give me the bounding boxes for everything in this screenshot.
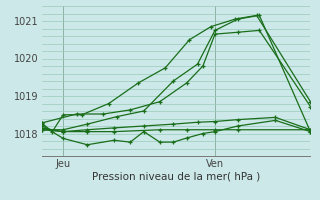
X-axis label: Pression niveau de la mer( hPa ): Pression niveau de la mer( hPa ): [92, 172, 260, 182]
